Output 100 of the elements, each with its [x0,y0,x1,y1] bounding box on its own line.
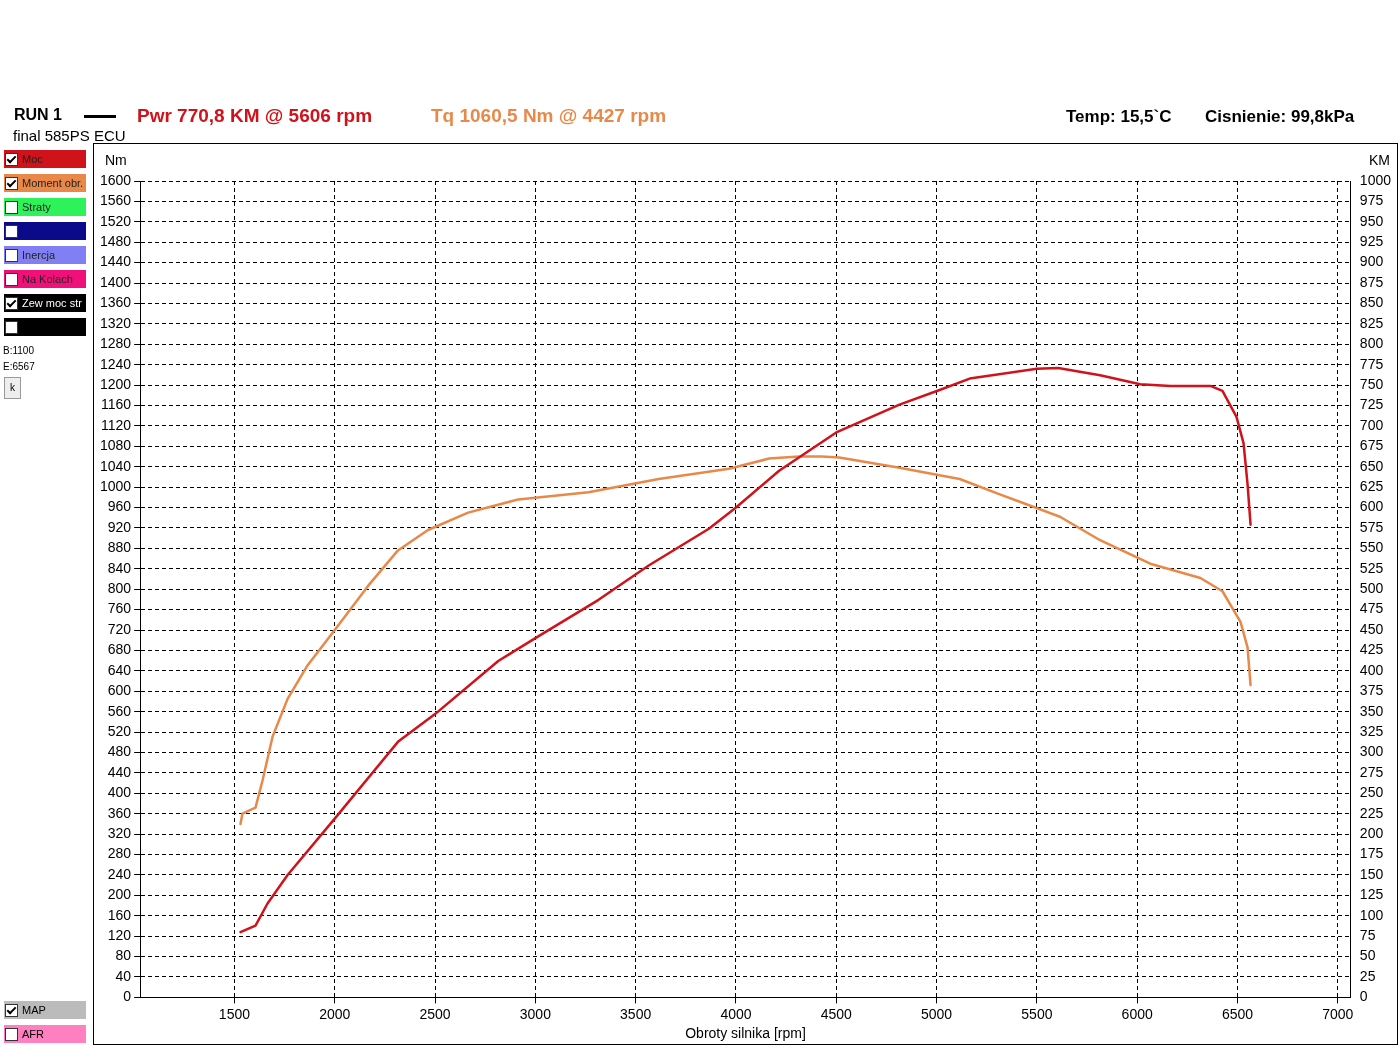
y-tick-label: 1520 [99,212,132,229]
chart-title: RUN 1 [14,106,63,124]
text: E:6567 [3,361,35,372]
y2-tick-label: 875 [1359,273,1384,290]
y2-axis-title: KM [1369,152,1390,168]
x-tick-label: 2000 [319,1005,351,1022]
y2-tick-label: 850 [1359,294,1384,311]
y2-tick-label: 725 [1359,396,1384,413]
text: MAP [22,1004,46,1016]
x-tick-label: 7000 [1322,1005,1354,1022]
x-tick-label: 1500 [218,1005,251,1022]
y2-tick-label: 775 [1359,355,1384,372]
x-tick-label: 3000 [519,1005,552,1022]
y-tick-label: 400 [107,784,132,801]
y-tick-label: 80 [115,947,132,964]
y-tick-label: 1320 [99,314,132,331]
y-tick-label: 1600 [99,171,132,188]
y-tick-label: 1160 [101,396,132,413]
y-tick-label: 560 [107,702,132,719]
y2-tick-label: 25 [1359,967,1376,984]
y2-tick-label: 425 [1359,641,1384,658]
y2-tick-label: 975 [1359,192,1384,209]
text: Tq 1060,5 Nm @ 4427 rpm [431,105,667,127]
y-tick-label: 920 [107,518,132,535]
text: Zew moc str [22,297,82,309]
y-tick-label: 440 [107,763,132,780]
y-tick-label: 1120 [101,416,132,433]
y-tick-label: 1280 [99,335,132,352]
y-tick-label: 280 [107,845,132,862]
y-tick-label: 160 [107,906,132,923]
text: B:1100 [3,345,34,356]
y2-tick-label: 125 [1359,886,1384,903]
y-tick-label: 880 [107,539,132,556]
x-tick-label: 6500 [1221,1005,1254,1022]
y2-tick-label: 800 [1359,335,1384,352]
y2-tick-label: 500 [1359,580,1384,597]
y-tick-label: 1360 [99,294,132,311]
text: Temp: 15,5`C [1066,107,1172,127]
chart-subtitle: final 585PS ECU [13,127,126,144]
y2-tick-label: 575 [1359,518,1384,535]
text: k [4,377,21,399]
y-tick-label: 360 [107,804,132,821]
y2-tick-label: 925 [1359,233,1384,250]
y2-tick-label: 525 [1359,559,1384,576]
x-tick-label: 6000 [1121,1005,1153,1022]
y-tick-label: 1480 [99,233,132,250]
text: Pwr 770,8 KM @ 5606 rpm [137,105,373,127]
x-tick-label: 4500 [820,1005,853,1022]
y2-tick-label: 400 [1359,661,1384,678]
y-tick-label: 960 [107,498,132,515]
y-tick-label: 800 [107,580,132,597]
y-tick-label: 760 [107,600,132,617]
y-tick-label: 200 [107,886,132,903]
text: Moc [22,153,43,165]
y2-tick-label: 225 [1359,804,1384,821]
text: Na Kolach [22,273,73,285]
y2-tick-label: 250 [1359,784,1384,801]
y-tick-label: 1400 [99,273,132,290]
y-tick-label: 520 [107,722,132,739]
text: AFR [22,1028,44,1040]
y2-tick-label: 475 [1359,600,1384,617]
text: Straty [22,201,51,213]
y2-tick-label: 1000 [1359,171,1392,188]
y-tick-label: 720 [107,620,132,637]
y-tick-label: 1440 [99,253,132,270]
y2-tick-label: 825 [1359,314,1384,331]
y-tick-label: 1080 [99,437,132,454]
y-tick-label: 1000 [99,478,132,495]
y-tick-label: 1040 [99,457,132,474]
y2-tick-label: 150 [1359,865,1384,882]
text: Inercja [22,249,56,261]
y2-tick-label: 200 [1359,824,1384,841]
y-tick-label: 0 [123,988,132,1005]
y2-tick-label: 650 [1359,457,1384,474]
y-axis-title: Nm [105,152,127,168]
y-tick-label: 840 [107,559,132,576]
y2-tick-label: 900 [1359,253,1384,270]
y-tick-label: 120 [107,927,132,944]
x-axis-title: Obroty silnika [rpm] [685,1025,806,1042]
x-tick-label: 5000 [921,1005,953,1022]
y2-tick-label: 375 [1359,682,1384,699]
x-tick-label: 4000 [720,1005,752,1022]
y2-tick-label: 300 [1359,743,1384,760]
y-tick-label: 320 [107,824,132,841]
y2-tick-label: 600 [1359,498,1384,515]
y2-tick-label: 450 [1359,620,1384,637]
y2-tick-label: 325 [1359,722,1384,739]
y-tick-label: 1240 [99,355,132,372]
y-tick-label: 480 [107,743,132,760]
x-tick-label: 2500 [419,1005,451,1022]
y2-tick-label: 275 [1359,763,1384,780]
y-tick-label: 1560 [99,192,132,209]
y-tick-label: 600 [107,682,132,699]
y-tick-label: 240 [107,865,132,882]
y2-tick-label: 625 [1359,478,1384,495]
x-tick-label: 3500 [620,1005,652,1022]
x-tick-label: 5500 [1021,1005,1053,1022]
y2-tick-label: 350 [1359,702,1384,719]
y2-tick-label: 50 [1359,947,1376,964]
y2-tick-label: 550 [1359,539,1384,556]
